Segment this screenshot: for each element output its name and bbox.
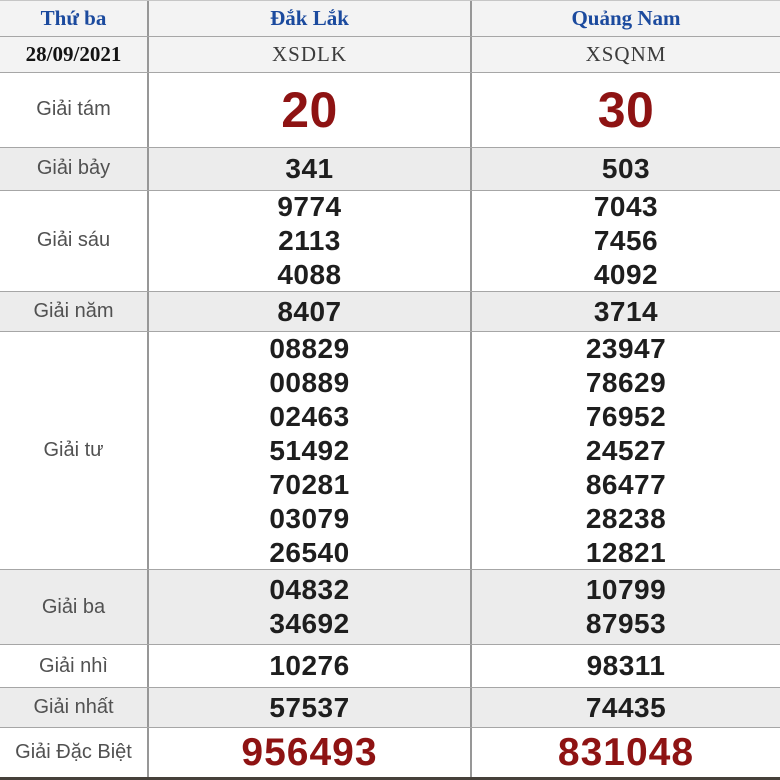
result-cell-quangnam: 831048 (470, 728, 780, 778)
result-number: 70281 (269, 468, 350, 500)
prize-label: Giải Đặc Biệt (15, 741, 132, 764)
result-cell-quangnam: 10799 87953 (470, 570, 780, 645)
station-code-daklak-cell: XSDLK (147, 36, 470, 72)
result-number: 23947 (585, 332, 667, 364)
result-number: 98311 (586, 650, 666, 682)
prize-label-cell: Giải tư (0, 332, 147, 569)
prize-row-1: Giải nhất 57537 74435 (0, 688, 780, 729)
result-number: 4092 (593, 258, 659, 290)
prize-label: Giải nhất (33, 696, 114, 719)
result-number: 26540 (269, 536, 350, 568)
draw-date-cell: 28/09/2021 (0, 37, 147, 72)
prize-label-cell: Giải Đặc Biệt (0, 728, 147, 777)
prize-label: Giải nhì (39, 654, 108, 677)
prize-label: Giải tư (43, 439, 104, 462)
result-number: 30 (597, 81, 655, 138)
prize-label-cell: Giải tám (0, 73, 147, 147)
weekday-label[interactable]: Thứ ba (40, 5, 107, 30)
result-number: 57537 (269, 691, 350, 723)
station-code-quangnam-cell: XSQNM (470, 36, 780, 72)
result-number: 7456 (593, 224, 659, 256)
prize-row-3: Giải ba 04832 34692 10799 87953 (0, 570, 780, 646)
result-number: 831048 (557, 731, 695, 775)
result-number: 3714 (593, 295, 659, 327)
prize-row-7: Giải bảy 341 503 (0, 147, 780, 191)
prize-label-cell: Giải nhì (0, 645, 147, 687)
station-code-daklak: XSDLK (271, 41, 347, 66)
result-cell-quangnam: 23947 78629 76952 24527 86477 28238 1282… (470, 332, 780, 570)
result-number: 10276 (269, 650, 350, 682)
header-weekday[interactable]: Thứ ba (0, 1, 147, 36)
result-cell-quangnam: 3714 (470, 291, 780, 332)
prize-label-cell: Giải bảy (0, 148, 147, 190)
result-cell-daklak: 08829 00889 02463 51492 70281 03079 2654… (147, 332, 470, 570)
header-province-daklak[interactable]: Đắk Lắk (147, 1, 470, 36)
result-number: 341 (285, 152, 334, 184)
prize-label-cell: Giải năm (0, 292, 147, 332)
result-cell-daklak: 20 (147, 72, 470, 147)
result-number: 10799 (585, 574, 667, 606)
prize-row-2: Giải nhì 10276 98311 (0, 645, 780, 689)
result-number: 956493 (241, 731, 378, 775)
result-number: 2113 (278, 224, 341, 256)
result-cell-daklak: 956493 (147, 728, 470, 778)
result-number: 4088 (277, 258, 342, 290)
result-number: 04832 (269, 574, 350, 606)
result-cell-daklak: 04832 34692 (147, 570, 470, 645)
result-cell-quangnam: 7043 7456 4092 (470, 190, 780, 291)
prize-label: Giải sáu (36, 229, 111, 252)
result-number: 9774 (277, 190, 342, 222)
prize-row-5: Giải năm 8407 3714 (0, 291, 780, 333)
result-number: 87953 (585, 608, 667, 640)
result-number: 7043 (593, 190, 659, 222)
result-number: 20 (281, 81, 338, 138)
prize-label: Giải bảy (36, 157, 111, 180)
prize-row-special: Giải Đặc Biệt 956493 831048 (0, 728, 780, 780)
prize-row-4: Giải tư 08829 00889 02463 51492 70281 03… (0, 332, 780, 571)
result-cell-quangnam: 503 (470, 147, 780, 190)
result-cell-daklak: 341 (147, 147, 470, 190)
result-number: 00889 (269, 366, 350, 398)
date-code-row: 28/09/2021 XSDLK XSQNM (0, 36, 780, 73)
prize-label: Giải tám (36, 98, 111, 121)
result-number: 24527 (585, 434, 667, 466)
result-number: 03079 (269, 502, 350, 534)
result-number: 34692 (269, 608, 350, 640)
result-cell-quangnam: 98311 (470, 645, 780, 688)
prize-label-cell: Giải sáu (0, 191, 147, 291)
table-header-row: Thứ ba Đắk Lắk Quảng Nam (0, 1, 780, 37)
result-number: 08829 (269, 332, 350, 364)
result-cell-quangnam: 30 (470, 72, 780, 147)
result-number: 86477 (585, 468, 667, 500)
result-cell-daklak: 10276 (147, 645, 470, 688)
result-number: 76952 (585, 400, 667, 432)
prize-label: Giải năm (33, 300, 114, 323)
result-cell-daklak: 8407 (147, 291, 470, 332)
result-number: 8407 (277, 295, 342, 327)
result-number: 02463 (269, 400, 350, 432)
prize-row-6: Giải sáu 9774 2113 4088 7043 7456 4092 (0, 190, 780, 292)
prize-label-cell: Giải nhất (0, 688, 147, 727)
prize-row-8: Giải tám 20 30 (0, 72, 780, 148)
result-cell-daklak: 9774 2113 4088 (147, 190, 470, 291)
result-number: 12821 (585, 536, 667, 568)
header-province-quangnam[interactable]: Quảng Nam (470, 1, 780, 36)
result-number: 28238 (585, 502, 667, 534)
prize-label-cell: Giải ba (0, 570, 147, 644)
result-number: 78629 (585, 366, 667, 398)
draw-date: 28/09/2021 (25, 41, 122, 66)
province-quangnam-label[interactable]: Quảng Nam (571, 5, 681, 30)
result-number: 503 (601, 152, 651, 184)
prize-label: Giải ba (41, 595, 106, 618)
result-cell-daklak: 57537 (147, 688, 470, 728)
province-daklak-label[interactable]: Đắk Lắk (270, 5, 349, 30)
result-number: 51492 (269, 434, 350, 466)
station-code-quangnam: XSQNM (585, 41, 667, 66)
result-number: 74435 (585, 691, 667, 723)
result-cell-quangnam: 74435 (470, 688, 780, 728)
